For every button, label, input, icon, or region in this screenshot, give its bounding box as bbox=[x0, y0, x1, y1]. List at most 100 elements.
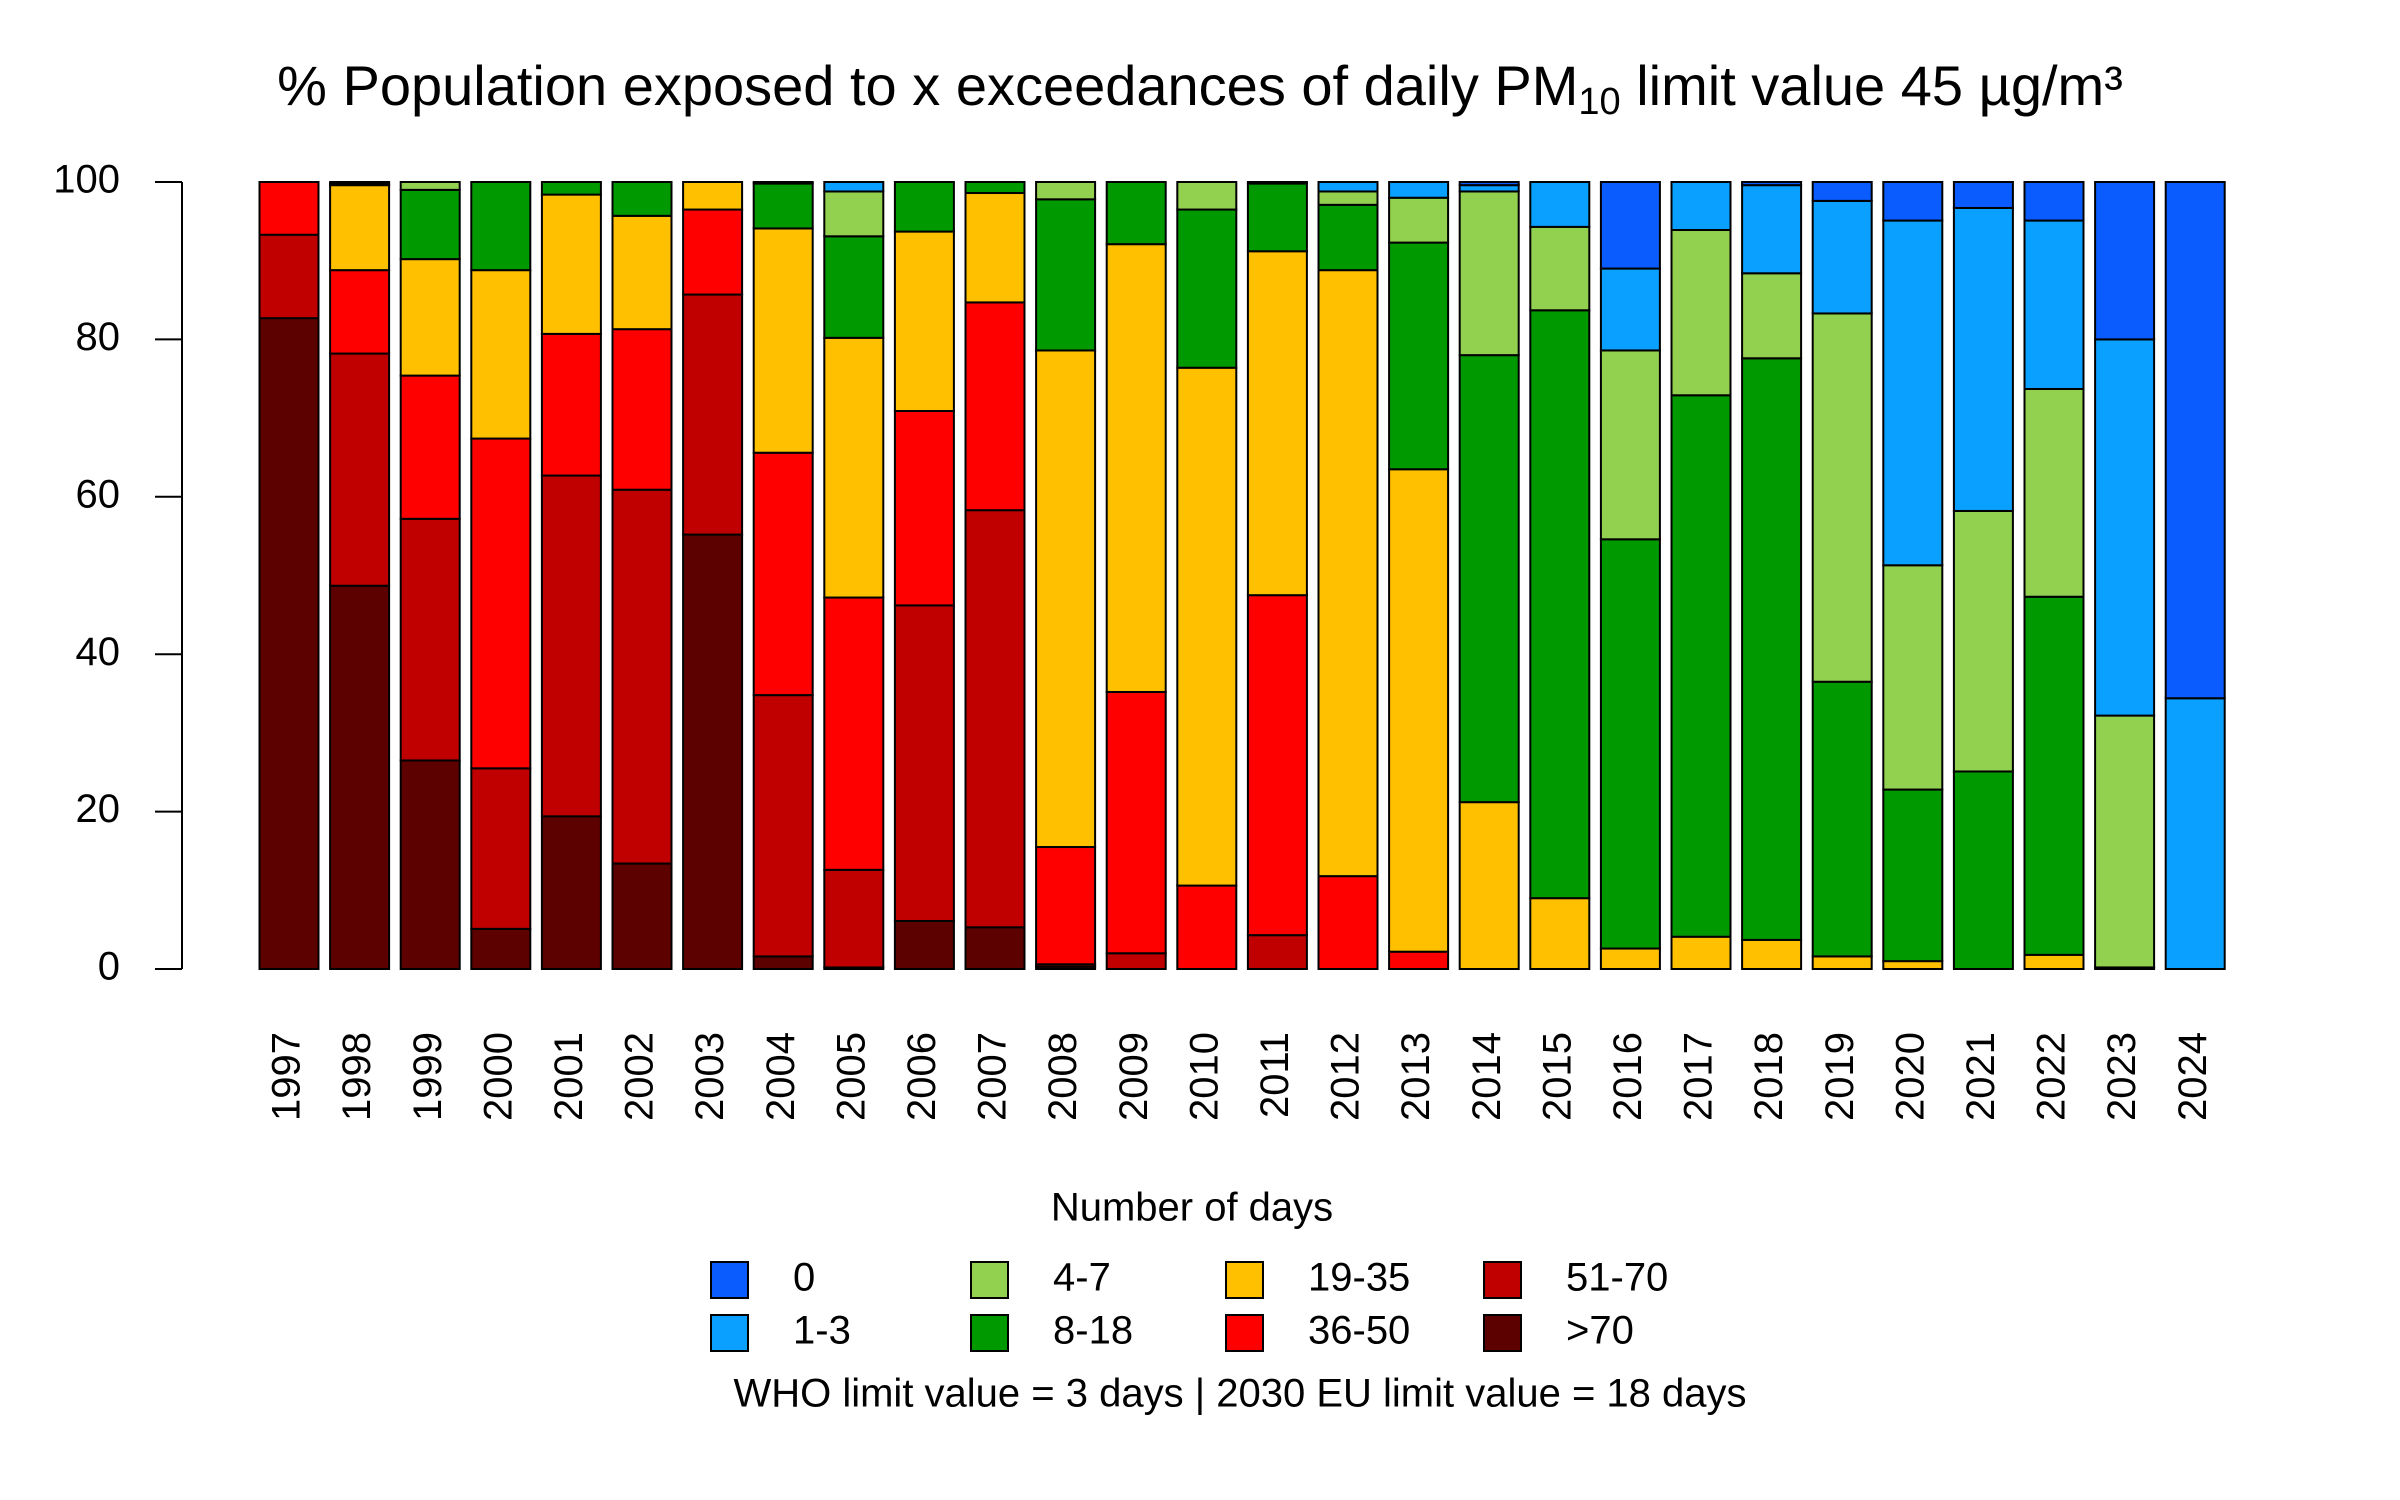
x-tick-label: 2020 bbox=[1888, 1032, 1932, 1121]
bar-segment bbox=[2023, 387, 2085, 598]
bar-segment bbox=[329, 584, 391, 971]
x-tick-label: 2012 bbox=[1324, 1032, 1368, 1121]
legend-swatch bbox=[1225, 1314, 1264, 1352]
bar-segment bbox=[2164, 181, 2226, 700]
bar-segment bbox=[1458, 801, 1520, 970]
bar-segment bbox=[1317, 269, 1379, 878]
bar-segment bbox=[682, 533, 744, 970]
bar-segment bbox=[964, 192, 1026, 304]
x-tick-label: 2007 bbox=[971, 1032, 1015, 1121]
bar-segment bbox=[258, 317, 320, 970]
bar-segment bbox=[1952, 770, 2014, 971]
bar-segment bbox=[1599, 538, 1661, 950]
bar-segment bbox=[823, 336, 885, 599]
legend-label: 4-7 bbox=[1053, 1256, 1111, 1300]
x-tick-label: 2019 bbox=[1818, 1032, 1862, 1121]
bar-segment bbox=[1388, 241, 1450, 471]
bar-segment bbox=[1105, 690, 1167, 955]
chart-title: % Population exposed to x exceedances of… bbox=[277, 54, 2123, 123]
bar-segment bbox=[893, 604, 955, 922]
bar-segment bbox=[964, 509, 1026, 929]
bar-segment bbox=[1035, 181, 1097, 201]
y-tick-label: 100 bbox=[53, 158, 120, 202]
bar-segment bbox=[1317, 875, 1379, 970]
bar-segment bbox=[470, 767, 532, 930]
bar-segment bbox=[823, 190, 885, 238]
bar-segment bbox=[682, 181, 744, 211]
bar-segment bbox=[823, 596, 885, 871]
bar-segment bbox=[1599, 267, 1661, 352]
bar-segment bbox=[893, 181, 955, 233]
y-tick-label: 60 bbox=[76, 472, 121, 516]
x-tick-label: 2013 bbox=[1394, 1032, 1438, 1121]
bar-segment bbox=[1811, 955, 1873, 971]
legend-label: 19-35 bbox=[1308, 1256, 1410, 1300]
bar-segment bbox=[1105, 243, 1167, 693]
bar-segment bbox=[470, 181, 532, 272]
x-tick-label: 2000 bbox=[476, 1032, 520, 1121]
title-suffix: limit value 45 µg/m³ bbox=[1621, 54, 2123, 117]
bar-segment bbox=[1882, 564, 1944, 791]
bar-segment bbox=[1035, 349, 1097, 849]
bar-segment bbox=[1952, 206, 2014, 512]
legend-swatch bbox=[970, 1261, 1009, 1299]
bar-segment bbox=[540, 815, 602, 971]
bar-segment bbox=[399, 258, 461, 377]
legend-label: 0 bbox=[793, 1256, 815, 1300]
y-tick-label: 40 bbox=[76, 630, 121, 674]
bar-segment bbox=[329, 269, 391, 355]
bar-segment bbox=[470, 269, 532, 440]
bar-segment bbox=[611, 181, 673, 217]
bar-segment bbox=[1246, 250, 1308, 597]
bar-segment bbox=[399, 517, 461, 762]
bar-segment bbox=[1317, 181, 1379, 193]
bar-segment bbox=[1741, 357, 1803, 941]
bar-segment bbox=[823, 235, 885, 339]
bar-segment bbox=[399, 759, 461, 970]
bar-segment bbox=[752, 227, 814, 454]
bar-segment bbox=[1741, 938, 1803, 970]
x-tick-label: 2010 bbox=[1182, 1032, 1226, 1121]
bar-segment bbox=[2164, 697, 2226, 970]
bar-segment bbox=[752, 955, 814, 971]
bar-segment bbox=[1741, 272, 1803, 360]
bar-segment bbox=[682, 208, 744, 296]
x-tick-label: 2024 bbox=[2171, 1032, 2215, 1121]
y-tick-label: 80 bbox=[76, 315, 121, 359]
x-tick-label: 2008 bbox=[1041, 1032, 1085, 1121]
bar-segment bbox=[1882, 219, 1944, 567]
bar-segment bbox=[329, 352, 391, 587]
bar-segment bbox=[1458, 354, 1520, 804]
bar-segment bbox=[752, 182, 814, 230]
bar-segment bbox=[1035, 198, 1097, 352]
bar-segment bbox=[1741, 184, 1803, 275]
bar-segment bbox=[611, 862, 673, 970]
bar-segment bbox=[893, 410, 955, 607]
x-tick-label: 2005 bbox=[829, 1032, 873, 1121]
bar-segment bbox=[1388, 196, 1450, 244]
x-tick-label: 2011 bbox=[1253, 1032, 1297, 1118]
bar-segment bbox=[1670, 229, 1732, 397]
bar-segment bbox=[1952, 509, 2014, 773]
bar-segment bbox=[1811, 312, 1873, 683]
legend-swatch bbox=[1483, 1261, 1522, 1299]
bar-segment bbox=[2094, 714, 2156, 969]
bar-segment bbox=[1458, 190, 1520, 357]
bar-segment bbox=[1035, 846, 1097, 966]
bar-segment bbox=[1388, 181, 1450, 199]
legend-label: >70 bbox=[1566, 1309, 1634, 1353]
bar-segment bbox=[1176, 884, 1238, 970]
bar-segment bbox=[399, 181, 461, 191]
bar-segment bbox=[2023, 953, 2085, 970]
bar-segment bbox=[823, 181, 885, 193]
bar-segment bbox=[964, 301, 1026, 512]
bar-segment bbox=[1811, 680, 1873, 958]
bar-segment bbox=[1882, 788, 1944, 963]
bar-segment bbox=[611, 214, 673, 331]
bar-segment bbox=[2094, 181, 2156, 341]
x-tick-label: 2003 bbox=[688, 1032, 732, 1121]
legend-swatch bbox=[710, 1261, 749, 1299]
bar-segment bbox=[1811, 181, 1873, 202]
bar-segment bbox=[893, 919, 955, 970]
